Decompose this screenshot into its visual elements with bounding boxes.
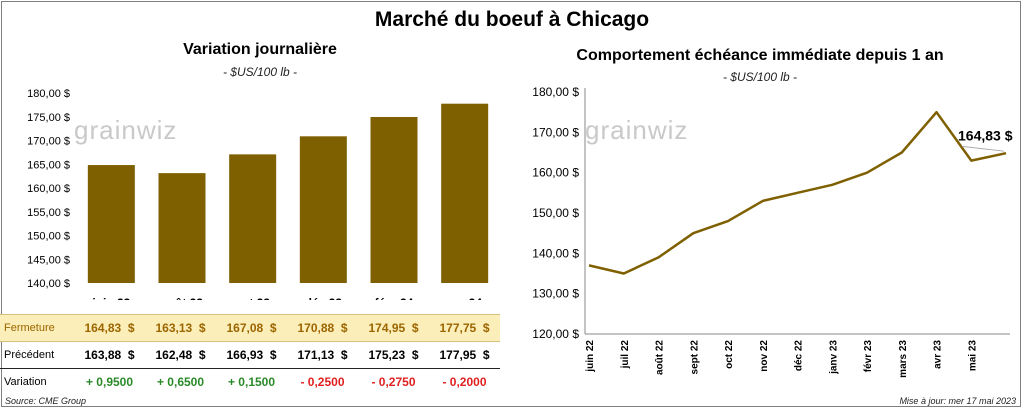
cell-value: 163,88 [84,348,122,362]
y-tick-label: 145,00 $ [27,254,70,266]
quotes-table: Fermeture 164,83 $ 163,13 $ 167,08 $ 170… [0,314,500,395]
x-tick-label: oct 23 [235,296,270,300]
bar [87,165,135,283]
y-tick-label: 150,00 $ [27,231,70,243]
cell-unit: $ [482,321,490,335]
bar [441,103,489,283]
cell-unit: $ [482,348,490,362]
table-row: Fermeture 164,83 $ 163,13 $ 167,08 $ 170… [0,314,500,342]
table-row: Précédent 163,88 $ 162,48 $ 166,93 $ 171… [0,341,500,369]
cell-unit: $ [411,348,419,362]
cell-unit: $ [127,321,135,335]
x-tick-label: déc 23 [305,296,343,300]
y-tick-label: 155,00 $ [27,207,70,219]
row-label: Fermeture [0,314,74,342]
y-tick-label: 160,00 $ [27,183,70,195]
bar [370,116,418,283]
cell-unit: $ [340,348,348,362]
cell-value: 175,23 [368,348,406,362]
right-chart-subtitle: - $US/100 lb - [722,70,798,84]
cell-unit: $ [198,321,206,335]
cell-value: - 0,2750 [371,375,416,389]
cell-value: 164,83 [84,321,122,335]
watermark-right: grainwiz [585,115,689,145]
bar-chart: 140,00 $ 145,00 $ 150,00 $ 155,00 $ 160,00 $… [27,88,489,300]
cell-unit: $ [198,348,206,362]
update-note: Mise à jour: mer 17 mai 2023 [899,396,1016,406]
y-tick-label: 180,00 $ [27,88,70,100]
cell-value: 162,48 [155,348,193,362]
y-tick-label: 140,00 $ [27,278,70,290]
cell-value: - 0,2500 [300,375,345,389]
row-label: Variation [4,376,47,388]
bar [229,154,277,283]
row-label: Précédent [0,341,74,369]
cell-value: 163,13 [155,321,193,335]
y-tick-label: 165,00 $ [27,159,70,171]
cell-unit: $ [411,321,419,335]
x-tick-label: févr 24 [375,296,414,300]
cell-value: 171,13 [297,348,335,362]
x-tick-label: juin 23 [91,296,130,300]
cell-value: + 0,9500 [85,375,134,389]
cell-value: 177,75 [439,321,477,335]
bar [158,173,206,283]
table-row: Variation + 0,9500 + 0,6500 + 0,1500 - 0… [0,369,500,396]
y-tick-label: 175,00 $ [27,112,70,124]
x-tick-label: avr 24 [447,296,482,300]
y-tick-label: 170,00 $ [27,136,70,148]
right-chart-title: Comportement échéance immédiate depuis 1… [576,47,944,64]
bar [299,136,347,283]
cell-value: 167,08 [226,321,264,335]
cell-value: 170,88 [297,321,335,335]
cell-value: 177,95 [439,348,477,362]
source-note: Source: CME Group [5,396,87,406]
x-tick-label: août 23 [161,296,203,300]
cell-unit: $ [340,321,348,335]
watermark-left: grainwiz [74,115,178,145]
main-title: Marché du boeuf à Chicago [374,8,650,31]
cell-unit: $ [127,348,135,362]
cell-unit: $ [269,321,277,335]
cell-value: - 0,2000 [442,375,487,389]
left-chart-subtitle: - $US/100 lb - [222,65,298,79]
left-chart-title: Variation journalière [183,41,337,58]
cell-value: 166,93 [226,348,264,362]
cell-value: + 0,6500 [156,375,205,389]
cell-value: + 0,1500 [227,375,276,389]
cell-value: 174,95 [368,321,406,335]
cell-unit: $ [269,348,277,362]
